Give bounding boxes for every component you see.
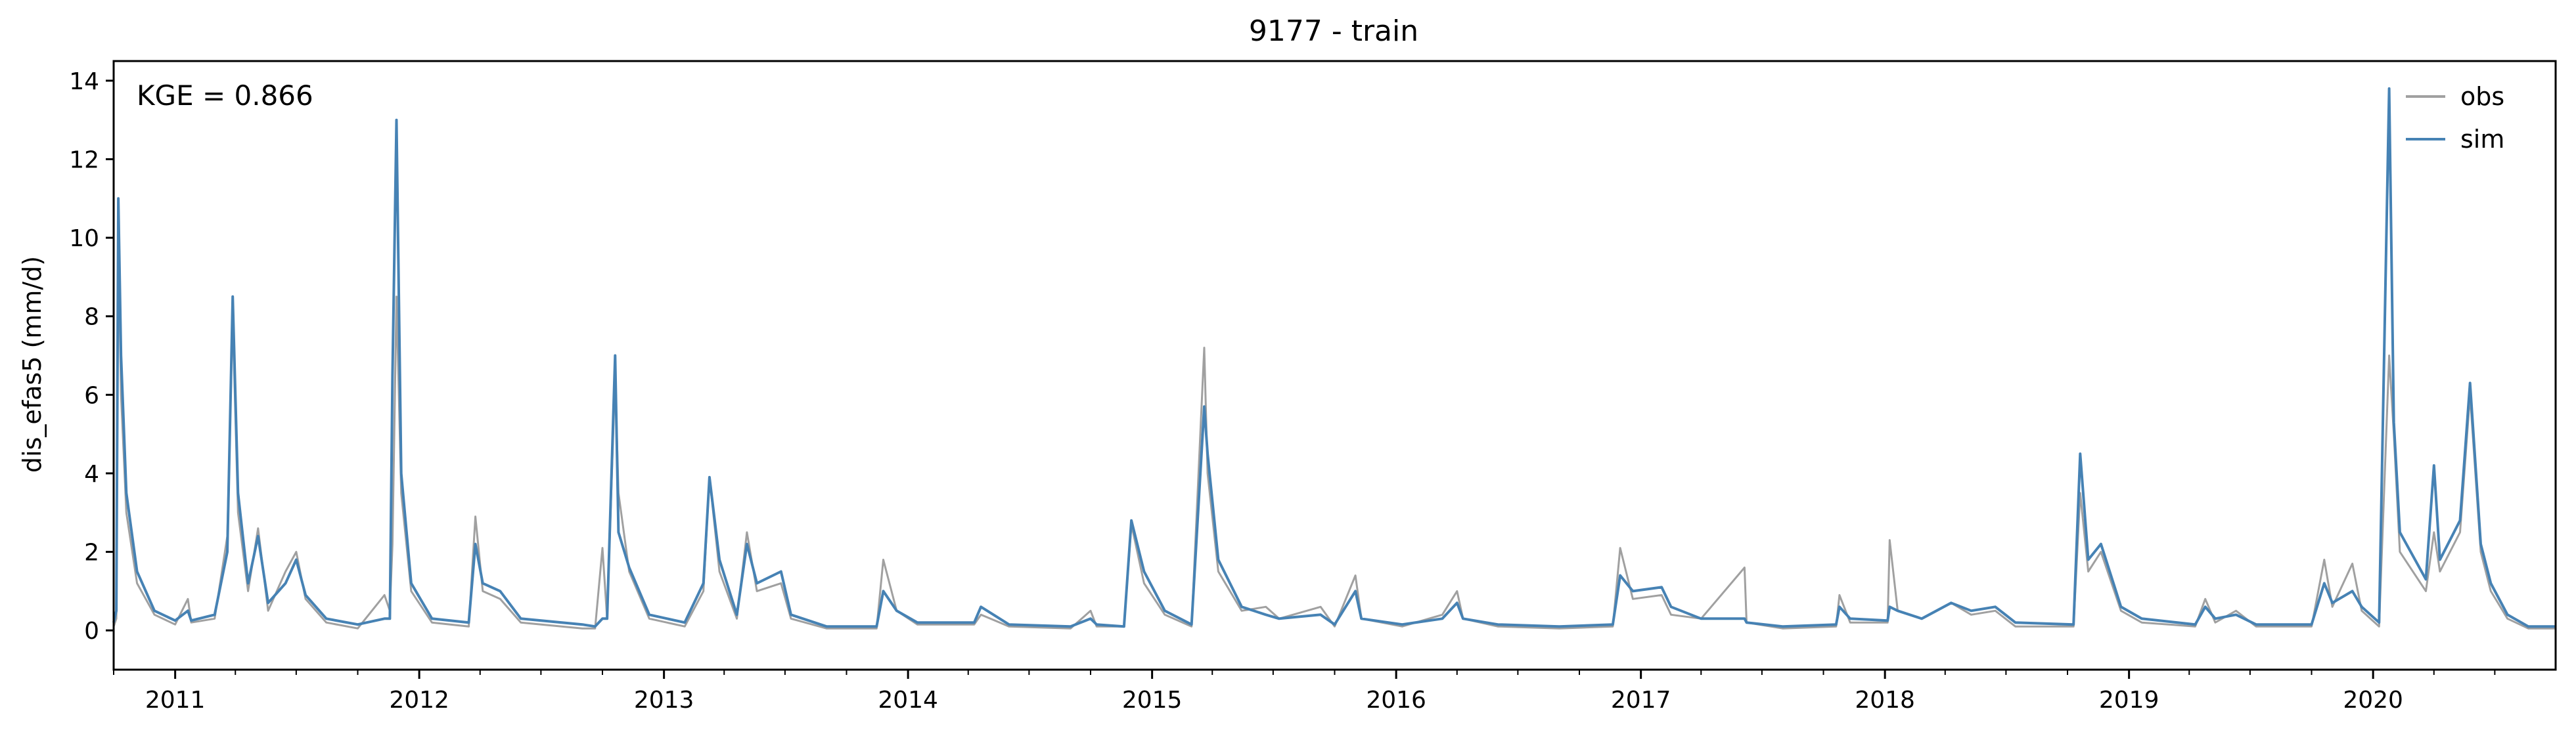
x-tick-label: 2014 [878, 687, 938, 714]
y-tick-label: 8 [84, 304, 99, 331]
kge-annotation: KGE = 0.866 [137, 79, 313, 112]
chart-title: 9177 - train [1249, 14, 1418, 48]
x-tick-label: 2011 [145, 687, 206, 714]
x-tick-label: 2017 [1611, 687, 1671, 714]
y-tick-label: 0 [84, 618, 99, 645]
y-axis-label: dis_efas5 (mm/d) [18, 256, 47, 473]
x-axis: 2011 2012 2013 2014 2015 2016 2017 2018 2019 2020 [113, 670, 2496, 714]
x-tick-label: 2012 [389, 687, 449, 714]
x-tick-label: 2018 [1855, 687, 1915, 714]
y-tick-label: 10 [69, 225, 99, 252]
legend-sim-label: sim [2460, 125, 2504, 154]
y-tick-label: 14 [69, 68, 99, 95]
series-layer [112, 87, 2556, 630]
series-line-sim [112, 87, 2556, 628]
y-axis: 0 2 4 6 8 10 12 14 [69, 68, 114, 645]
y-tick-label: 4 [84, 461, 99, 488]
x-tick-label: 2019 [2099, 687, 2159, 714]
y-tick-label: 2 [84, 540, 99, 567]
plot-area [112, 60, 2557, 671]
x-tick-label: 2016 [1366, 687, 1426, 714]
y-tick-label: 12 [69, 147, 99, 174]
x-tick-label: 2013 [634, 687, 694, 714]
series-line-obs [112, 236, 2556, 630]
x-tick-label: 2020 [2343, 687, 2403, 714]
legend: obs sim [2406, 82, 2504, 154]
x-tick-label: 2015 [1122, 687, 1183, 714]
plot-frame [112, 60, 2557, 671]
legend-obs-label: obs [2460, 82, 2504, 111]
y-tick-label: 6 [84, 382, 99, 409]
